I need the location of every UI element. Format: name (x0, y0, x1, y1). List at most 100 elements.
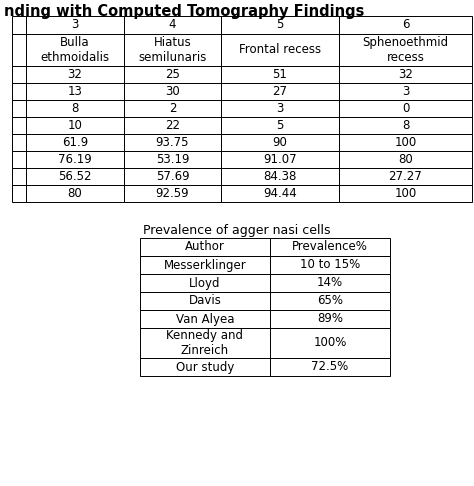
Text: 32: 32 (68, 68, 82, 81)
Bar (124, 185, 221, 202)
Text: 27.27: 27.27 (389, 170, 422, 183)
Bar (124, 151, 221, 168)
Text: 2: 2 (169, 102, 176, 115)
Bar (270, 238, 390, 256)
Bar (26, 185, 124, 202)
Bar (140, 274, 270, 292)
Bar (140, 358, 270, 376)
Bar (12, 100, 26, 117)
Bar (26, 100, 124, 117)
Bar (221, 66, 339, 83)
Text: 92.59: 92.59 (155, 187, 189, 200)
Bar (221, 100, 339, 117)
Text: 100: 100 (394, 187, 417, 200)
Bar (221, 117, 339, 134)
Text: Davis: Davis (189, 295, 221, 308)
Text: 8: 8 (402, 119, 409, 132)
Bar (26, 134, 124, 151)
Text: nding with Computed Tomography Findings: nding with Computed Tomography Findings (4, 4, 365, 19)
Text: Van Alyea: Van Alyea (176, 312, 234, 326)
Bar (124, 117, 221, 134)
Bar (124, 66, 221, 83)
Text: 84.38: 84.38 (264, 170, 297, 183)
Text: 25: 25 (165, 68, 180, 81)
Bar (339, 185, 472, 202)
Bar (26, 83, 124, 100)
Bar (12, 117, 26, 134)
Bar (26, 16, 124, 34)
Bar (12, 134, 26, 151)
Bar (221, 16, 339, 34)
Bar (339, 66, 472, 83)
Text: 93.75: 93.75 (156, 136, 189, 149)
Text: Our study: Our study (176, 361, 234, 374)
Text: 80: 80 (398, 153, 413, 166)
Bar (339, 168, 472, 185)
Text: Prevalence of agger nasi cells: Prevalence of agger nasi cells (143, 224, 331, 237)
Text: 0: 0 (402, 102, 409, 115)
Text: 22: 22 (165, 119, 180, 132)
Text: Sphenoethmid
recess: Sphenoethmid recess (363, 36, 448, 64)
Bar (221, 134, 339, 151)
Bar (221, 83, 339, 100)
Text: 100%: 100% (313, 336, 346, 349)
Text: 61.9: 61.9 (62, 136, 88, 149)
Text: 5: 5 (276, 18, 283, 32)
Bar (221, 151, 339, 168)
Text: Hiatus
semilunaris: Hiatus semilunaris (138, 36, 207, 64)
Bar (26, 151, 124, 168)
Bar (12, 34, 26, 66)
Text: 5: 5 (276, 119, 283, 132)
Text: 4: 4 (169, 18, 176, 32)
Text: 3: 3 (402, 85, 409, 98)
Text: Frontal recess: Frontal recess (239, 44, 321, 56)
Text: 27: 27 (273, 85, 288, 98)
Bar (124, 168, 221, 185)
Bar (339, 34, 472, 66)
Bar (221, 34, 339, 66)
Text: Lloyd: Lloyd (189, 277, 221, 290)
Text: 3: 3 (71, 18, 79, 32)
Text: 14%: 14% (317, 277, 343, 290)
Text: 32: 32 (398, 68, 413, 81)
Text: 30: 30 (165, 85, 180, 98)
Bar (12, 66, 26, 83)
Text: 72.5%: 72.5% (311, 361, 348, 374)
Text: 57.69: 57.69 (155, 170, 189, 183)
Text: 80: 80 (68, 187, 82, 200)
Text: 90: 90 (273, 136, 287, 149)
Bar (124, 134, 221, 151)
Bar (339, 117, 472, 134)
Bar (140, 310, 270, 328)
Bar (124, 83, 221, 100)
Bar (221, 185, 339, 202)
Text: 56.52: 56.52 (58, 170, 92, 183)
Bar (26, 66, 124, 83)
Text: 10 to 15%: 10 to 15% (300, 259, 360, 272)
Bar (26, 168, 124, 185)
Bar (26, 117, 124, 134)
Bar (140, 328, 270, 358)
Bar (140, 292, 270, 310)
Bar (339, 16, 472, 34)
Bar (12, 16, 26, 34)
Text: 51: 51 (273, 68, 287, 81)
Text: 13: 13 (68, 85, 82, 98)
Text: 6: 6 (402, 18, 409, 32)
Text: Messerklinger: Messerklinger (164, 259, 246, 272)
Text: Prevalence%: Prevalence% (292, 241, 368, 254)
Bar (12, 83, 26, 100)
Text: 89%: 89% (317, 312, 343, 326)
Bar (270, 274, 390, 292)
Bar (124, 16, 221, 34)
Bar (12, 185, 26, 202)
Text: 8: 8 (71, 102, 79, 115)
Bar (339, 100, 472, 117)
Text: 53.19: 53.19 (156, 153, 189, 166)
Bar (124, 34, 221, 66)
Text: 91.07: 91.07 (263, 153, 297, 166)
Bar (12, 168, 26, 185)
Bar (270, 328, 390, 358)
Text: Kennedy and
Zinreich: Kennedy and Zinreich (166, 329, 244, 357)
Bar (124, 100, 221, 117)
